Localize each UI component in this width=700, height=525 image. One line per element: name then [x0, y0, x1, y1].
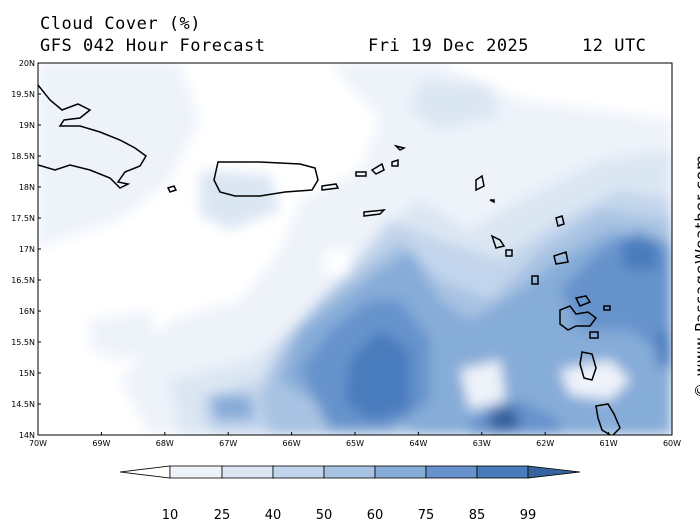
lon-tick-label: 70W — [29, 439, 47, 448]
lat-tick-label: 18.5N — [11, 152, 35, 161]
lat-tick-label: 15.5N — [11, 338, 35, 347]
forecast-date: Fri 19 Dec 2025 — [368, 36, 530, 56]
coastlines — [38, 84, 621, 435]
colorbar-tick-label: 85 — [468, 508, 486, 523]
lon-tick-label: 68W — [156, 439, 174, 448]
colorbar-segment — [527, 465, 581, 479]
colorbar-segment — [272, 465, 325, 479]
martinique-coast — [595, 403, 621, 435]
lat-tick-label: 19.5N — [11, 90, 35, 99]
model-run-label: GFS 042 Hour Forecast — [40, 36, 266, 56]
lat-tick-label: 14N — [19, 431, 35, 440]
lon-tick-label: 63W — [473, 439, 491, 448]
colorbar-tick-label: 40 — [264, 508, 282, 523]
colorbar-tick-label: 60 — [366, 508, 384, 523]
cloud-field — [38, 63, 672, 435]
lat-tick-label: 16N — [19, 307, 35, 316]
colorbar-segment — [323, 465, 376, 479]
lon-tick-label: 64W — [409, 439, 427, 448]
lon-tick-label: 62W — [536, 439, 554, 448]
colorbar-segment — [476, 465, 529, 479]
colorbar-segment — [425, 465, 478, 479]
colorbar-tick-label: 25 — [213, 508, 231, 523]
colorbar-segment — [119, 465, 171, 479]
forecast-time: 12 UTC — [582, 36, 647, 56]
colorbar-tick-label: 50 — [315, 508, 333, 523]
lon-tick-label: 66W — [283, 439, 301, 448]
chart-title: Cloud Cover (%) — [40, 14, 202, 34]
lat-tick-label: 16.5N — [11, 276, 35, 285]
colorbar — [119, 465, 581, 479]
latitude-axis: 20N 19.5N 19N 18.5N 18N 17.5N 17N 16.5N 16N 15.5N… — [11, 59, 41, 440]
colorbar-segment — [374, 465, 427, 479]
lat-tick-label: 18N — [19, 183, 35, 192]
colorbar-tick-label: 99 — [519, 508, 537, 523]
dominica-coast — [579, 351, 597, 381]
lat-tick-label: 14.5N — [11, 400, 35, 409]
lat-tick-label: 17N — [19, 245, 35, 254]
lon-tick-label: 69W — [92, 439, 110, 448]
lon-tick-label: 65W — [346, 439, 364, 448]
colorbar-tick-label: 10 — [161, 508, 179, 523]
longitude-axis: 70W 69W 68W 67W 66W 65W 64W 63W 62W 61W 60W — [29, 432, 681, 448]
lon-tick-label: 67W — [219, 439, 237, 448]
puerto-rico-coast — [213, 161, 319, 197]
guadeloupe-coast — [559, 305, 598, 331]
lat-tick-label: 17.5N — [11, 214, 35, 223]
lat-tick-label: 19N — [19, 121, 35, 130]
hispaniola-coast — [38, 84, 147, 189]
colorbar-tick-label: 75 — [417, 508, 435, 523]
colorbar-segment — [221, 465, 274, 479]
lat-tick-label: 15N — [19, 369, 35, 378]
credit-watermark: © www.PassageWeather.com — [692, 154, 700, 398]
colorbar-segment — [169, 465, 223, 479]
lat-tick-label: 20N — [19, 59, 35, 68]
lon-tick-label: 61W — [600, 439, 618, 448]
lon-tick-label: 60W — [663, 439, 681, 448]
